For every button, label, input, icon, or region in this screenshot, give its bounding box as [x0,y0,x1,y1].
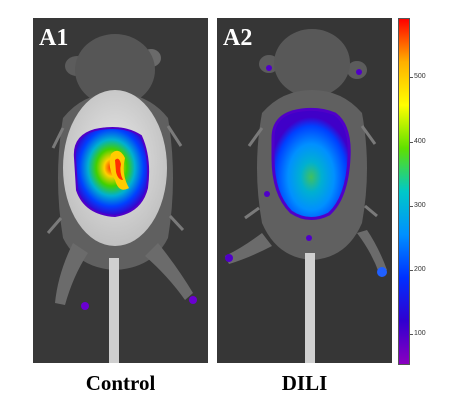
panel-label: A2 [223,25,253,51]
tick-label: 300 [414,202,426,209]
mouse-image-dili [217,18,392,363]
tick-label: 500 [414,73,426,80]
intensity-colorbar [398,18,410,365]
tick-mark [410,206,413,207]
tick-label: 100 [414,330,426,337]
tick-label: 200 [414,266,426,273]
tick-label: 400 [414,138,426,145]
tick-mark [410,270,413,271]
panel-a2-dili: A2 [217,18,392,363]
tick-mark [410,334,413,335]
panel-a1-control: A1 [33,18,208,363]
mouse-image-control [33,18,208,363]
tick-mark [410,142,413,143]
panel-label: A1 [39,25,69,51]
caption-dili: DILI [281,371,328,395]
tick-mark [410,77,413,78]
caption-control: Control [85,371,156,395]
